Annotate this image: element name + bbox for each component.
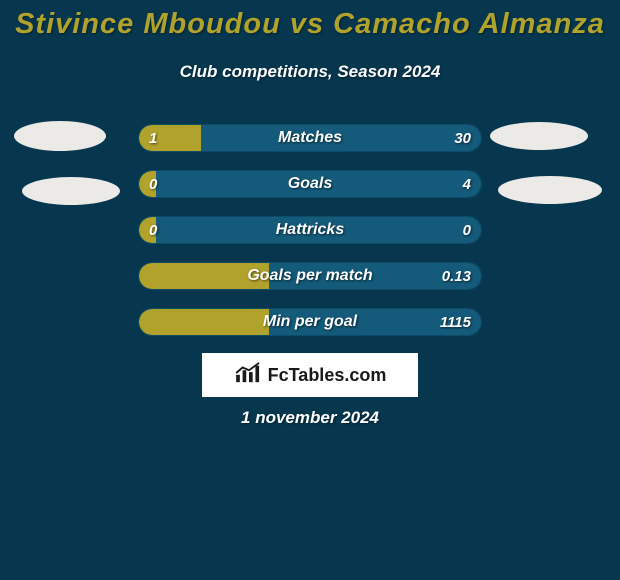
footer-date: 1 november 2024: [0, 408, 620, 428]
stat-label: Min per goal: [139, 309, 481, 335]
page-subtitle: Club competitions, Season 2024: [0, 62, 620, 82]
stat-row: Goals0 4: [138, 170, 482, 198]
comparison-infographic: Stivince Mboudou vs Camacho Almanza Club…: [0, 0, 620, 580]
stat-value-right: 1115: [440, 309, 471, 335]
stat-row: Matches1 30: [138, 124, 482, 152]
stat-value-right: 30: [454, 125, 471, 151]
stat-label: Goals per match: [139, 263, 481, 289]
stat-bars: Matches130Goals04Hattricks00Goals per ma…: [138, 124, 482, 354]
stat-value-left: 0: [149, 217, 157, 243]
stat-row: Min per goal1115: [138, 308, 482, 336]
player-right-club-placeholder: [498, 176, 602, 204]
stat-value-right: 4: [463, 171, 471, 197]
stat-value-left: 0: [149, 171, 157, 197]
brand-badge: FcTables.com: [202, 353, 418, 397]
brand-text: FcTables.com: [268, 365, 387, 386]
stat-row: Goals per match0.13: [138, 262, 482, 290]
player-left-avatar-placeholder: [14, 121, 106, 151]
stat-row: Hattricks0 0: [138, 216, 482, 244]
stat-label: Goals: [139, 171, 481, 197]
brand-chart-icon: [234, 362, 264, 389]
stat-value-left: 1: [149, 125, 157, 151]
player-left-club-placeholder: [22, 177, 120, 205]
player-right-avatar-placeholder: [490, 122, 588, 150]
stat-label: Matches: [139, 125, 481, 151]
page-title: Stivince Mboudou vs Camacho Almanza: [0, 8, 620, 41]
stat-value-right: 0: [463, 217, 471, 243]
stat-label: Hattricks: [139, 217, 481, 243]
stat-value-right: 0.13: [442, 263, 471, 289]
